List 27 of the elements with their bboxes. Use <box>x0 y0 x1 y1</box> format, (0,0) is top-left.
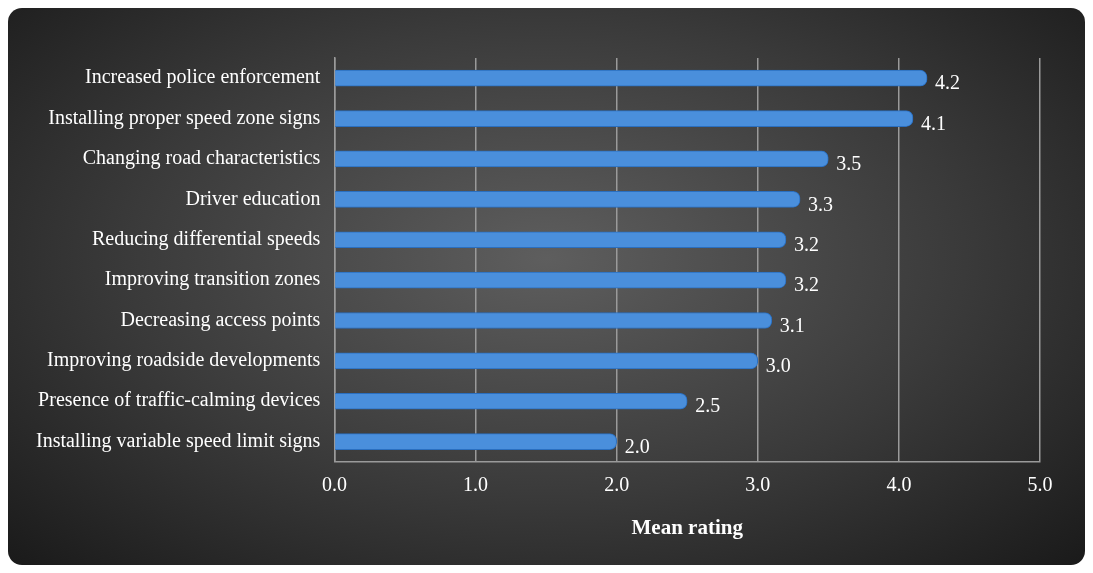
y-tick-label: Presence of traffic-calming devices <box>38 388 321 412</box>
data-label: 3.2 <box>793 273 819 296</box>
y-tick-label: Improving roadside developments <box>47 348 321 372</box>
y-tick-label: Improving transition zones <box>104 267 321 291</box>
data-label: 4.1 <box>920 111 946 134</box>
y-tick-label: Reducing differential speeds <box>91 226 321 250</box>
data-label: 2.0 <box>624 434 650 457</box>
data-label: 4.2 <box>935 71 961 94</box>
data-label: 3.3 <box>808 192 834 215</box>
y-tick-label: Changing road characteristics <box>82 146 321 170</box>
x-tick-label: 5.0 <box>1027 473 1053 496</box>
y-tick-label: Installing variable speed limit signs <box>35 428 321 452</box>
x-tick-label: 3.0 <box>745 473 771 496</box>
x-tick-label: 1.0 <box>463 473 489 496</box>
x-tick-label: 0.0 <box>321 473 347 496</box>
x-axis-title: Mean rating <box>631 514 744 539</box>
y-tick-label: Increased police enforcement <box>84 65 321 89</box>
data-label: 2.5 <box>695 394 721 417</box>
data-label: 3.5 <box>836 152 862 175</box>
x-tick-label: 2.0 <box>604 473 630 496</box>
y-tick-label: Installing proper speed zone signs <box>48 105 321 129</box>
x-tick-label: 4.0 <box>886 473 912 496</box>
data-label: 3.2 <box>793 232 819 255</box>
data-label: 3.0 <box>765 354 791 377</box>
data-label: 3.1 <box>779 313 805 336</box>
y-tick-label: Driver education <box>185 186 321 209</box>
y-tick-label: Decreasing access points <box>120 307 321 331</box>
